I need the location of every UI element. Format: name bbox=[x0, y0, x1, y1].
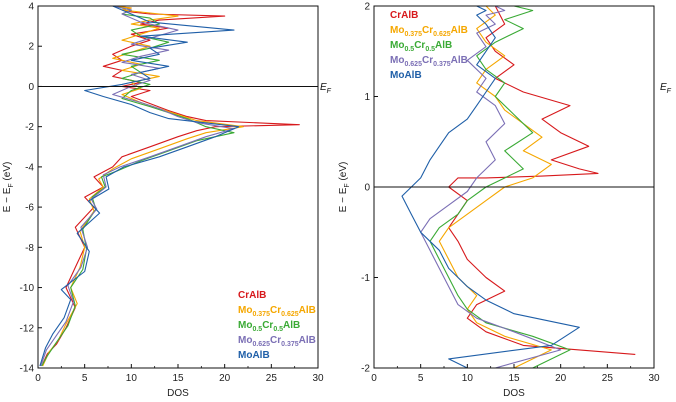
right-x-tick-label: 0 bbox=[371, 373, 377, 384]
left-y-tick-label: -10 bbox=[20, 283, 35, 294]
left-x-tick-label: 15 bbox=[172, 373, 184, 384]
right-y-tick-label: -1 bbox=[361, 273, 370, 284]
left-legend-entry-1: CrAlB bbox=[238, 290, 266, 301]
right-x-tick-label: 25 bbox=[602, 373, 614, 384]
left-legend-entry-3: Mo0.5Cr0.5AlB bbox=[238, 320, 300, 333]
left-x-tick-label: 25 bbox=[266, 373, 278, 384]
left-series-line-1 bbox=[42, 6, 300, 365]
left-x-tick-label: 0 bbox=[35, 373, 41, 384]
left-x-tick-label: 30 bbox=[312, 373, 324, 384]
left-y-tick-label: -4 bbox=[25, 162, 34, 173]
left-fermi-level-label: EF bbox=[320, 82, 332, 95]
right-fermi-level-label: EF bbox=[660, 82, 672, 95]
left-x-tick-label: 10 bbox=[126, 373, 138, 384]
left-series-line-4 bbox=[40, 6, 235, 367]
right-legend-entry-3: Mo0.5Cr0.5AlB bbox=[390, 40, 452, 53]
right-x-tick-label: 20 bbox=[555, 373, 567, 384]
left-y-tick-label: 2 bbox=[28, 42, 34, 53]
right-x-tick-label: 30 bbox=[648, 373, 660, 384]
left-series-line-3 bbox=[41, 6, 235, 367]
right-legend-entry-5: MoAlB bbox=[390, 70, 422, 81]
left-y-tick-label: -12 bbox=[20, 323, 35, 334]
right-x-tick-label: 10 bbox=[462, 373, 474, 384]
right-y-tick-label: -2 bbox=[361, 364, 370, 375]
right-y-tick-label: 1 bbox=[364, 92, 370, 103]
right-series-line-3 bbox=[429, 6, 571, 368]
right-series-line-2 bbox=[438, 6, 552, 368]
right-x-tick-label: 15 bbox=[508, 373, 520, 384]
left-y-tick-label: -6 bbox=[25, 203, 34, 214]
right-legend-entry-2: Mo0.375Cr0.625AlB bbox=[390, 25, 468, 38]
left-y-tick-label: 0 bbox=[28, 82, 34, 93]
left-series-line-2 bbox=[42, 6, 244, 367]
left-x-tick-label: 20 bbox=[219, 373, 231, 384]
left-legend-entry-5: MoAlB bbox=[238, 350, 270, 361]
right-x-axis-label: DOS bbox=[503, 388, 525, 399]
left-y-tick-label: -8 bbox=[25, 243, 34, 254]
right-legend-entry-4: Mo0.625Cr0.375AlB bbox=[390, 55, 468, 68]
right-series-line-5 bbox=[401, 6, 580, 368]
left-y-axis-label: E − EF (eV) bbox=[2, 162, 15, 213]
left-legend-entry-4: Mo0.625Cr0.375AlB bbox=[238, 335, 316, 348]
right-series-line-1 bbox=[448, 6, 636, 355]
right-y-tick-label: 0 bbox=[364, 183, 370, 194]
right-x-tick-label: 5 bbox=[418, 373, 424, 384]
right-y-tick-label: 2 bbox=[364, 2, 370, 13]
left-series-line-5 bbox=[39, 6, 240, 367]
left-y-tick-label: -2 bbox=[25, 122, 34, 133]
left-x-axis-label: DOS bbox=[167, 388, 189, 399]
right-legend-entry-1: CrAlB bbox=[390, 10, 418, 21]
left-y-tick-label: -14 bbox=[20, 364, 35, 375]
left-legend-entry-2: Mo0.375Cr0.625AlB bbox=[238, 305, 316, 318]
right-series-line-4 bbox=[420, 6, 562, 368]
right-y-axis-label: E − EF (eV) bbox=[338, 162, 351, 213]
left-y-tick-label: 4 bbox=[28, 2, 34, 13]
left-x-tick-label: 5 bbox=[82, 373, 88, 384]
